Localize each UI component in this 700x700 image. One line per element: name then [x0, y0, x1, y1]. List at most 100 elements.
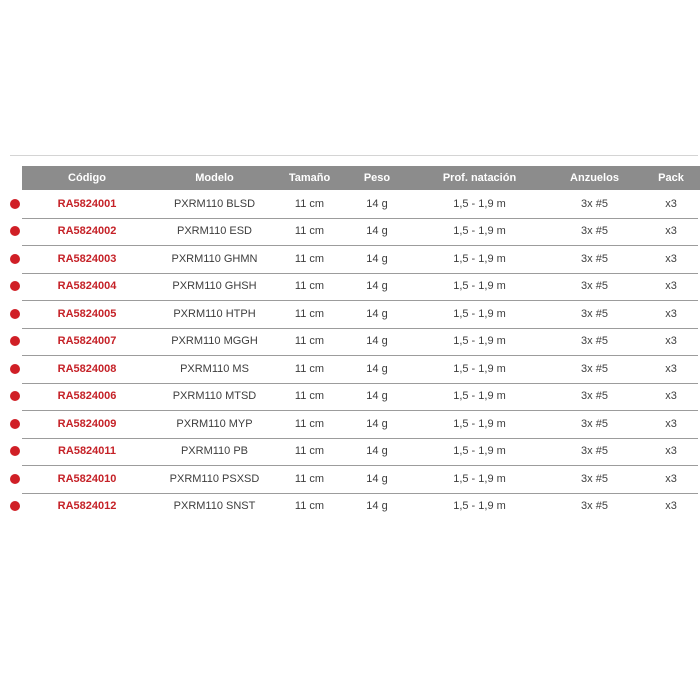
row-indicator-cell: [0, 245, 22, 273]
row-indicator-cell: [0, 328, 22, 356]
anzuelos-cell: 3x #5: [581, 417, 608, 430]
table-body: RA5824001 PXRM110 BLSD 11 cm 14 g 1,5 - …: [0, 190, 700, 520]
stock-dot-icon: [10, 226, 20, 237]
peso-cell: 14 g: [366, 280, 388, 293]
stock-dot-icon: [10, 473, 20, 484]
tamano-cell: 11 cm: [294, 362, 325, 375]
tamano-cell: 11 cm: [294, 500, 325, 513]
peso-cell: 14 g: [366, 252, 388, 265]
peso-cell: 14 g: [366, 500, 388, 513]
pack-cell: x3: [665, 500, 677, 513]
stock-dot-icon: [10, 281, 20, 292]
table-top-rule: [10, 155, 698, 156]
modelo-cell: PXRM110 MTSD: [172, 390, 257, 403]
anzuelos-cell: 3x #5: [581, 500, 608, 513]
row-indicator-cell: [0, 383, 22, 411]
modelo-cell: PXRM110 MS: [180, 362, 249, 375]
stock-dot-icon: [10, 336, 20, 347]
column-header-tamano: Tamaño: [277, 166, 342, 190]
prof-natacion-cell: 1,5 - 1,9 m: [453, 417, 506, 430]
modelo-cell: PXRM110 MGGH: [171, 335, 258, 348]
peso-cell: 14 g: [366, 390, 388, 403]
table-row: RA5824006 PXRM110 MTSD 11 cm 14 g 1,5 - …: [0, 382, 700, 411]
stock-dot-icon: [10, 253, 20, 264]
codigo-link[interactable]: RA5824011: [57, 445, 117, 458]
prof-natacion-cell: 1,5 - 1,9 m: [453, 197, 506, 210]
codigo-link[interactable]: RA5824006: [57, 390, 117, 403]
codigo-link[interactable]: RA5824012: [57, 500, 117, 513]
tamano-cell: 11 cm: [294, 252, 325, 265]
anzuelos-cell: 3x #5: [581, 335, 608, 348]
pack-cell: x3: [665, 225, 677, 238]
codigo-link[interactable]: RA5824009: [57, 417, 117, 430]
modelo-cell: PXRM110 PSXSD: [169, 472, 260, 485]
row-indicator-cell: [0, 438, 22, 466]
anzuelos-cell: 3x #5: [581, 472, 608, 485]
pack-cell: x3: [665, 390, 677, 403]
stock-dot-icon: [10, 446, 20, 457]
prof-natacion-cell: 1,5 - 1,9 m: [453, 252, 506, 265]
stock-dot-icon: [10, 418, 20, 429]
column-header-modelo: Modelo: [152, 166, 277, 190]
anzuelos-cell: 3x #5: [581, 252, 608, 265]
table-row: RA5824012 PXRM110 SNST 11 cm 14 g 1,5 - …: [0, 492, 700, 521]
anzuelos-cell: 3x #5: [581, 280, 608, 293]
modelo-cell: PXRM110 GHMN: [171, 252, 258, 265]
column-header-pack: Pack: [642, 166, 700, 190]
prof-natacion-cell: 1,5 - 1,9 m: [453, 280, 506, 293]
table-row: RA5824007 PXRM110 MGGH 11 cm 14 g 1,5 - …: [0, 327, 700, 356]
codigo-link[interactable]: RA5824010: [57, 472, 117, 485]
tamano-cell: 11 cm: [294, 417, 325, 430]
column-header-anzuelos: Anzuelos: [547, 166, 642, 190]
anzuelos-cell: 3x #5: [581, 390, 608, 403]
tamano-cell: 11 cm: [294, 390, 325, 403]
modelo-cell: PXRM110 BLSD: [173, 197, 256, 210]
anzuelos-cell: 3x #5: [581, 445, 608, 458]
codigo-link[interactable]: RA5824008: [57, 362, 117, 375]
pack-cell: x3: [665, 417, 677, 430]
pack-cell: x3: [665, 252, 677, 265]
stock-dot-icon: [10, 363, 20, 374]
prof-natacion-cell: 1,5 - 1,9 m: [453, 362, 506, 375]
peso-cell: 14 g: [366, 417, 388, 430]
tamano-cell: 11 cm: [294, 225, 325, 238]
table-row: RA5824009 PXRM110 MYP 11 cm 14 g 1,5 - 1…: [0, 410, 700, 438]
column-header-prof-natacion: Prof. natación: [412, 166, 547, 190]
peso-cell: 14 g: [366, 335, 388, 348]
tamano-cell: 11 cm: [294, 197, 325, 210]
peso-cell: 14 g: [366, 472, 388, 485]
column-header-peso: Peso: [342, 166, 412, 190]
codigo-link[interactable]: RA5824001: [57, 197, 117, 210]
codigo-link[interactable]: RA5824002: [57, 225, 117, 238]
row-indicator-cell: [0, 218, 22, 246]
codigo-link[interactable]: RA5824004: [57, 280, 117, 293]
tamano-cell: 11 cm: [294, 335, 325, 348]
stock-dot-icon: [10, 391, 20, 402]
codigo-link[interactable]: RA5824007: [57, 335, 117, 348]
prof-natacion-cell: 1,5 - 1,9 m: [453, 500, 506, 513]
anzuelos-cell: 3x #5: [581, 362, 608, 375]
pack-cell: x3: [665, 197, 677, 210]
header-dot-column: [0, 166, 22, 190]
modelo-cell: PXRM110 ESD: [177, 225, 252, 238]
table-row: RA5824011 PXRM110 PB 11 cm 14 g 1,5 - 1,…: [0, 437, 700, 466]
modelo-cell: PXRM110 GHSH: [172, 280, 257, 293]
table-row: RA5824004 PXRM110 GHSH 11 cm 14 g 1,5 - …: [0, 272, 700, 301]
row-indicator-cell: [0, 190, 22, 218]
table-row: RA5824010 PXRM110 PSXSD 11 cm 14 g 1,5 -…: [0, 465, 700, 493]
modelo-cell: PXRM110 SNST: [173, 500, 256, 513]
row-indicator-cell: [0, 410, 22, 438]
codigo-link[interactable]: RA5824005: [57, 307, 117, 320]
prof-natacion-cell: 1,5 - 1,9 m: [453, 307, 506, 320]
anzuelos-cell: 3x #5: [581, 307, 608, 320]
pack-cell: x3: [665, 307, 677, 320]
codigo-link[interactable]: RA5824003: [57, 252, 117, 265]
prof-natacion-cell: 1,5 - 1,9 m: [453, 445, 506, 458]
product-spec-table: Código Modelo Tamaño Peso Prof. natación…: [0, 166, 700, 520]
modelo-cell: PXRM110 PB: [180, 445, 249, 458]
peso-cell: 14 g: [366, 197, 388, 210]
pack-cell: x3: [665, 362, 677, 375]
modelo-cell: PXRM110 MYP: [176, 417, 253, 430]
modelo-cell: PXRM110 HTPH: [173, 307, 256, 320]
